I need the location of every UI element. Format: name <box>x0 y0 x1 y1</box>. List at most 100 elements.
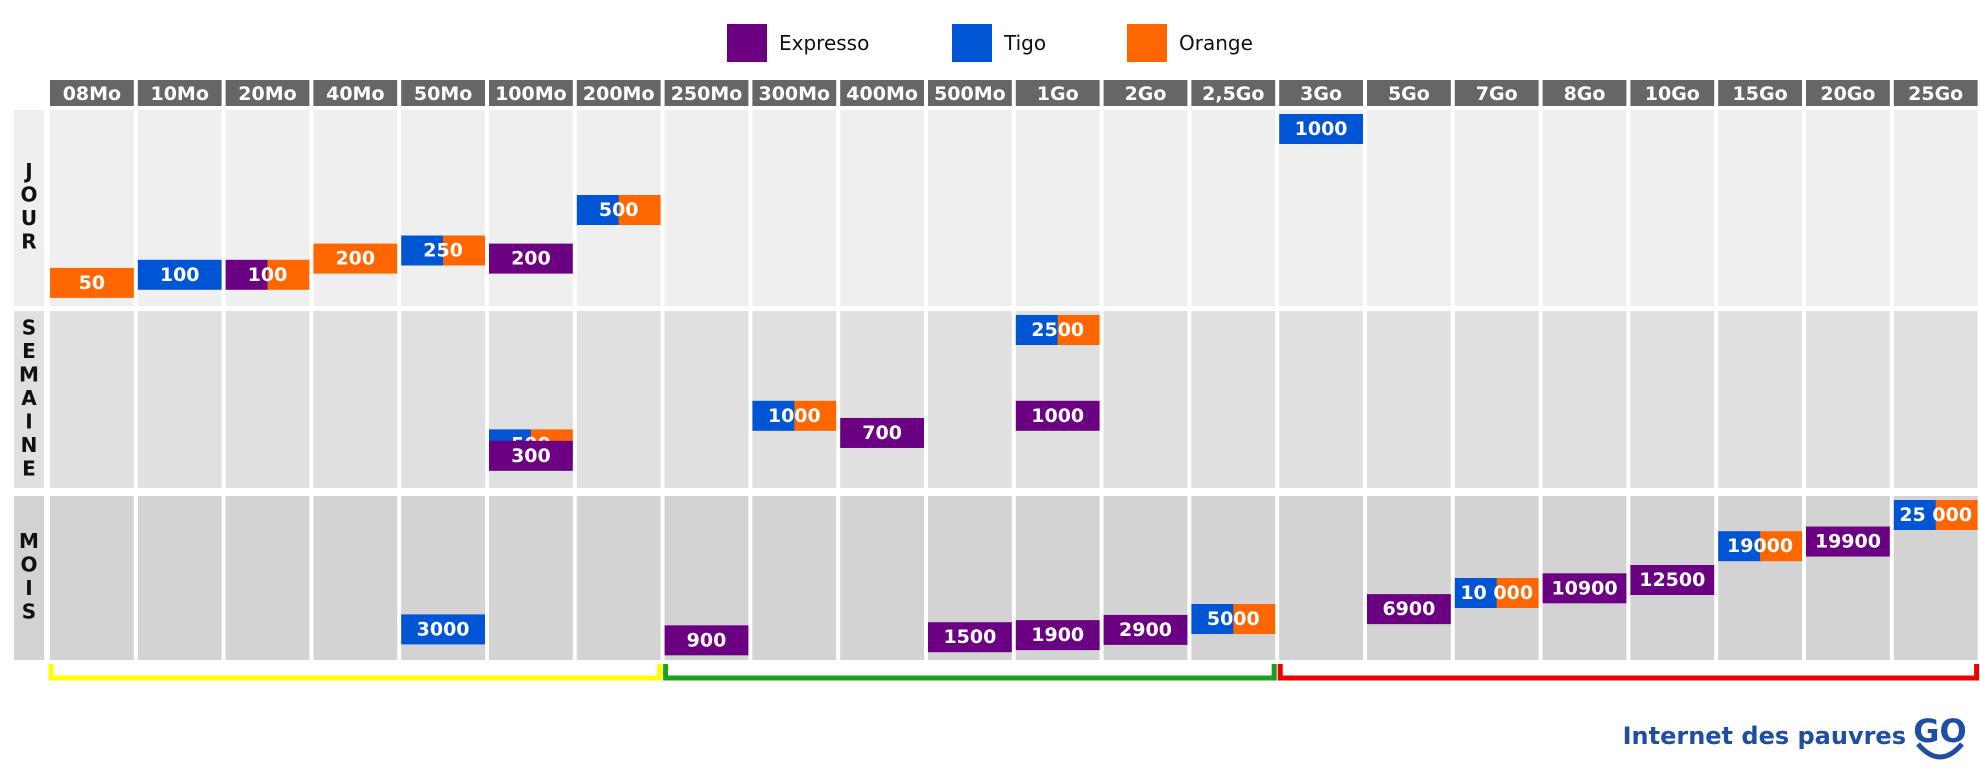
offer-bar: 1900 <box>1015 620 1100 651</box>
offer-price-label: 19000 <box>1727 535 1793 557</box>
grid-cell <box>928 311 1012 488</box>
grid-cell <box>1279 496 1363 660</box>
offer-segment-tigo <box>401 235 444 266</box>
offer-price-label: 1900 <box>1031 624 1084 646</box>
row-label-letter: S <box>22 315 36 339</box>
column-header-bg <box>928 80 1012 106</box>
grid-cell <box>576 496 661 660</box>
offer-price-label: 700 <box>862 422 902 444</box>
column-header-label: 10Mo <box>150 83 208 105</box>
row-label-letter: N <box>21 433 38 457</box>
grid-cell <box>1191 311 1276 488</box>
grid-cell <box>1191 110 1276 306</box>
column-header-bg <box>401 80 485 106</box>
offer-price-label: 1500 <box>943 626 996 648</box>
grid-cell <box>489 496 573 660</box>
offer-bar: 10900 <box>1542 573 1627 604</box>
row-label-letter: S <box>22 600 36 624</box>
row-label-letter: M <box>19 529 39 553</box>
offer-segment-tigo <box>401 614 485 645</box>
row-label-letter: O <box>20 553 37 577</box>
row-label-letter: O <box>20 183 37 207</box>
offer-price-label: 12500 <box>1639 569 1705 591</box>
offer-price-label: 50 <box>79 272 105 294</box>
offer-bar: 900 <box>664 625 749 656</box>
grid-cell <box>1806 311 1890 488</box>
column-header-label: 500Mo <box>934 83 1006 105</box>
offer-segment-orange <box>1057 315 1100 345</box>
footer-text: Internet des pauvres <box>1623 722 1906 750</box>
range-brackets <box>48 664 1980 681</box>
offer-segment-orange <box>50 267 134 298</box>
grid-cell <box>840 496 924 660</box>
grid-cell <box>1630 311 1715 488</box>
column-header-label: 5Go <box>1388 83 1430 105</box>
row-label-bg-jour <box>14 110 44 306</box>
offer-price-label: 100 <box>160 264 200 286</box>
grid-cell <box>752 311 837 488</box>
range-bracket-3 <box>1277 664 1980 681</box>
column-header-bg <box>1279 80 1363 106</box>
row-label-letter: U <box>21 206 37 230</box>
offer-price-label: 200 <box>511 248 551 270</box>
grid-cell <box>1718 110 1802 306</box>
row-label-bg-mois <box>14 496 44 660</box>
go-logo: GO <box>1913 712 1967 760</box>
offer-price-label: 300 <box>511 445 551 467</box>
legend-swatch-tigo <box>952 24 992 62</box>
offer-bar: 5000 <box>1191 604 1276 634</box>
grid-cell <box>1806 110 1890 306</box>
offer-bar: 50 <box>50 267 134 298</box>
offer-segment-expresso <box>1542 573 1627 604</box>
grid-cell <box>1367 311 1451 488</box>
grid-cell <box>50 496 134 660</box>
column-header-label: 200Mo <box>583 83 655 105</box>
offer-price-label: 500 <box>599 199 639 221</box>
offer-price-label: 1000 <box>1295 118 1348 140</box>
offer-bar: 700 <box>840 417 924 448</box>
grid-cell <box>401 311 485 488</box>
column-header-label: 2Go <box>1125 83 1167 105</box>
column-header-label: 250Mo <box>671 83 743 105</box>
offer-segment-tigo <box>576 195 620 225</box>
offer-price-label: 6900 <box>1382 598 1435 620</box>
column-header-bg <box>1718 80 1802 106</box>
column-header-bg <box>1191 80 1276 106</box>
column-header-label: 2,5Go <box>1202 83 1264 105</box>
grid-cell <box>752 496 837 660</box>
offer-price-label: 25 000 <box>1899 504 1972 526</box>
offer-price-label: 1000 <box>768 405 821 427</box>
range-bracket-2 <box>663 664 1277 681</box>
column-header-bg <box>50 80 134 106</box>
offer-bar: 100 <box>225 259 310 290</box>
row-label-letter: M <box>19 362 39 386</box>
offer-segment-expresso <box>489 243 573 274</box>
offer-price-label: 2500 <box>1031 319 1084 341</box>
legend: Expresso Tigo Orange <box>727 24 1253 62</box>
offer-bar: 300 <box>489 440 573 471</box>
offer-bar: 19000 <box>1718 531 1802 562</box>
column-header-bg <box>137 80 222 106</box>
grid-cell <box>1454 110 1539 306</box>
grid-cell <box>1279 311 1363 488</box>
offer-bar: 1000 <box>1279 114 1363 144</box>
legend-label-orange: Orange <box>1179 31 1253 55</box>
row-label-letter: A <box>21 386 37 410</box>
offer-segment-tigo <box>1718 531 1761 562</box>
offer-segment-expresso <box>1630 565 1715 595</box>
offer-bar: 250 <box>401 235 485 266</box>
offer-segment-orange <box>1496 578 1539 608</box>
offer-segment-expresso <box>1367 594 1451 625</box>
offer-segment-tigo <box>137 259 222 290</box>
column-header-label: 100Mo <box>495 83 567 105</box>
offer-segment-orange <box>1935 500 1978 530</box>
grid-cell <box>1630 110 1715 306</box>
grid-cell <box>313 110 398 306</box>
column-header-label: 15Go <box>1733 83 1788 105</box>
offer-segment-orange <box>267 259 310 290</box>
offer-price-label: 19900 <box>1815 531 1881 553</box>
offer-bar: 2900 <box>1103 614 1188 645</box>
grid-cell <box>1542 311 1627 488</box>
grid-cell <box>313 496 398 660</box>
offer-bar: 12500 <box>1630 565 1715 595</box>
